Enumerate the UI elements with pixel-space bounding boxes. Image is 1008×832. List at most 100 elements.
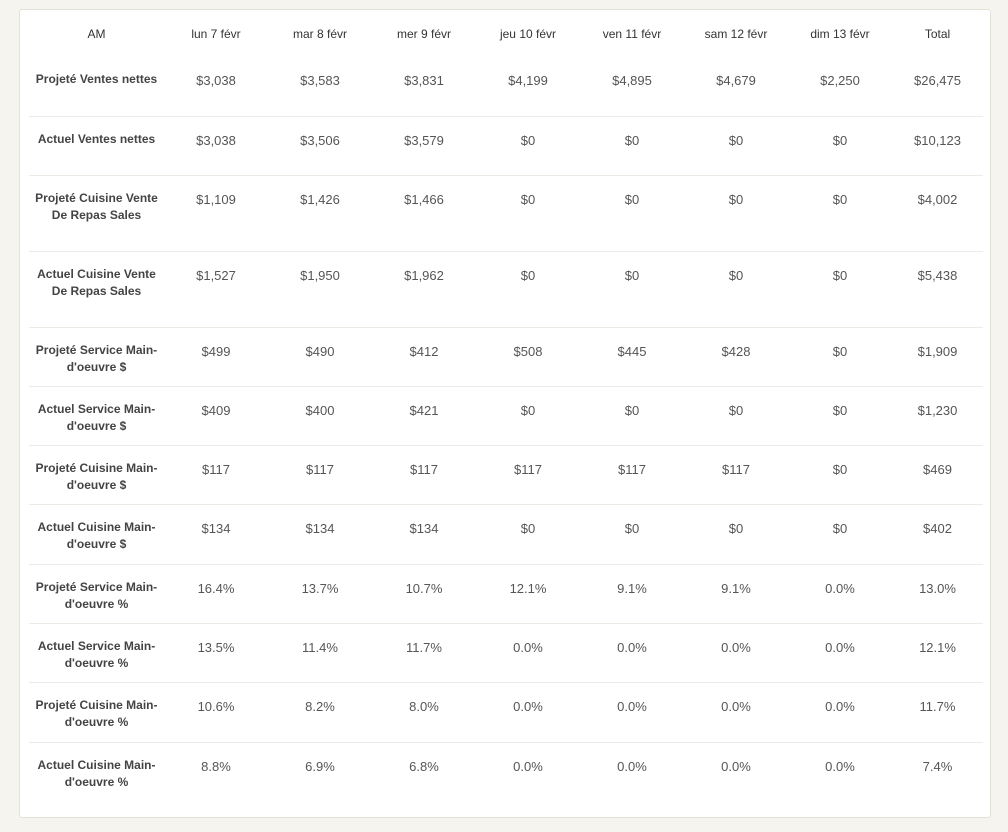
value-cell: 0.0% (580, 681, 684, 742)
value-cell: $1,950 (268, 250, 372, 327)
value-cell: $508 (476, 326, 580, 386)
value-cell: $490 (268, 326, 372, 386)
value-cell: 11.7% (372, 622, 476, 682)
value-cell: $3,038 (164, 115, 268, 175)
value-cell: 16.4% (164, 563, 268, 623)
value-cell: 0.0% (684, 741, 788, 801)
value-cell: $0 (684, 385, 788, 445)
report-card: AM lun 7 févr mar 8 févr mer 9 févr jeu 10 f… (19, 9, 991, 818)
value-cell: 10.7% (372, 563, 476, 623)
value-cell: 0.0% (476, 622, 580, 682)
table-row: Actuel Service Main-d'oeuvre $ $409 $400 $4… (29, 385, 983, 445)
value-cell: $412 (372, 326, 476, 386)
row-label: Projeté Ventes nettes (35, 72, 158, 86)
value-cell: 6.8% (372, 741, 476, 801)
table-row: Projeté Service Main-d'oeuvre % 16.4% 13.7… (29, 563, 983, 623)
table-row: Projeté Cuisine Main-d'oeuvre % 10.6% 8.2%… (29, 681, 983, 742)
row-label: Projeté Cuisine Main-d'oeuvre % (29, 681, 164, 742)
value-cell: $0 (476, 174, 580, 251)
value-cell: 0.0% (684, 622, 788, 682)
value-cell: 13.5% (164, 622, 268, 682)
value-cell: $0 (684, 174, 788, 251)
value-cell: $0 (580, 174, 684, 251)
value-cell: $0 (788, 174, 892, 251)
value-cell: $1,109 (164, 174, 268, 251)
column-header-day: ven 11 févr (602, 26, 662, 41)
table-header-row: AM lun 7 févr mar 8 févr mer 9 févr jeu 10 f… (29, 10, 983, 57)
value-cell: $0 (788, 326, 892, 386)
value-cell: $1,426 (268, 174, 372, 251)
value-cell: $0 (476, 250, 580, 327)
value-cell: $0 (684, 250, 788, 327)
total-cell: $10,123 (892, 115, 983, 175)
row-label: Projeté Cuisine Vente De Repas Sales (29, 174, 164, 251)
value-cell: $445 (580, 326, 684, 386)
value-cell: $428 (684, 326, 788, 386)
value-cell: $3,579 (372, 115, 476, 175)
column-header-day: dim 13 févr (810, 26, 870, 41)
value-cell: $0 (476, 385, 580, 445)
row-label: Projeté Service Main-d'oeuvre $ (29, 326, 164, 386)
value-cell: $0 (580, 250, 684, 327)
value-cell: $3,831 (404, 73, 444, 88)
value-cell: 11.4% (268, 622, 372, 682)
column-header-shift: AM (87, 26, 106, 41)
total-cell: $4,002 (892, 174, 983, 251)
total-cell: $26,475 (914, 73, 961, 88)
table-row: Projeté Cuisine Main-d'oeuvre $ $117 $117 $… (29, 444, 983, 504)
column-header-day: lun 7 févr (191, 26, 241, 41)
column-header-day: jeu 10 févr (499, 26, 557, 41)
total-cell: $1,909 (892, 326, 983, 386)
value-cell: 13.7% (268, 563, 372, 623)
value-cell: $499 (164, 326, 268, 386)
total-cell: 11.7% (892, 681, 983, 742)
total-cell: 12.1% (892, 622, 983, 682)
value-cell: $0 (788, 385, 892, 445)
value-cell: $3,506 (268, 115, 372, 175)
value-cell: $0 (788, 503, 892, 564)
value-cell: 0.0% (580, 741, 684, 801)
column-header-total: Total (924, 26, 951, 41)
value-cell: 0.0% (788, 622, 892, 682)
value-cell: $0 (580, 503, 684, 564)
row-label: Actuel Ventes nettes (29, 115, 164, 175)
value-cell: $0 (580, 385, 684, 445)
value-cell: $4,199 (508, 73, 548, 88)
table-row: Actuel Service Main-d'oeuvre % 13.5% 11.4%… (29, 622, 983, 682)
value-cell: $117 (372, 444, 476, 504)
column-header-day: sam 12 févr (704, 26, 768, 41)
row-label: Actuel Service Main-d'oeuvre $ (29, 385, 164, 445)
value-cell: $0 (684, 503, 788, 564)
value-cell: 0.0% (580, 622, 684, 682)
value-cell: 0.0% (788, 681, 892, 742)
row-label: Actuel Cuisine Main-d'oeuvre $ (29, 503, 164, 564)
row-label: Projeté Cuisine Main-d'oeuvre $ (29, 444, 164, 504)
value-cell: 0.0% (684, 681, 788, 742)
value-cell: $0 (788, 115, 892, 175)
row-label: Actuel Cuisine Vente De Repas Sales (29, 250, 164, 327)
table-row: Actuel Cuisine Vente De Repas Sales $1,52… (29, 250, 983, 327)
value-cell: 0.0% (788, 741, 892, 801)
column-header-day: mer 9 févr (396, 26, 451, 41)
value-cell: 8.8% (164, 741, 268, 801)
daily-labor-sales-table: AM lun 7 févr mar 8 févr mer 9 févr jeu 10 f… (29, 10, 983, 801)
value-cell: $3,038 (196, 73, 236, 88)
value-cell: $2,250 (820, 73, 860, 88)
value-cell: 8.0% (372, 681, 476, 742)
table-row: Projeté Cuisine Vente De Repas Sales $1,1… (29, 174, 983, 251)
value-cell: $0 (476, 503, 580, 564)
value-cell: $421 (372, 385, 476, 445)
value-cell: 6.9% (268, 741, 372, 801)
table-row: Actuel Cuisine Main-d'oeuvre % 8.8% 6.9% 6.… (29, 741, 983, 801)
value-cell: $1,466 (372, 174, 476, 251)
column-header-day: mar 8 févr (292, 26, 347, 41)
value-cell: $0 (476, 115, 580, 175)
value-cell: 9.1% (580, 563, 684, 623)
value-cell: $1,962 (372, 250, 476, 327)
value-cell: $0 (684, 115, 788, 175)
value-cell: 0.0% (788, 563, 892, 623)
value-cell: $117 (684, 444, 788, 504)
value-cell: $117 (580, 444, 684, 504)
total-cell: $469 (892, 444, 983, 504)
value-cell: 0.0% (476, 681, 580, 742)
